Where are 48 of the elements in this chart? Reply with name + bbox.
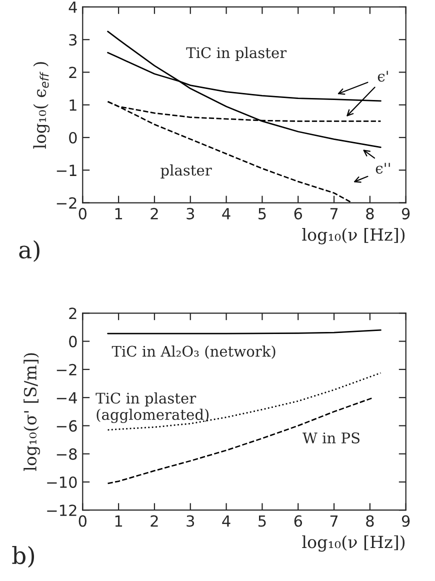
y-tick-label: −1 [56,164,76,176]
text: a) [19,240,40,262]
annotation: TiC in Al₂O₃ (network) [112,345,276,359]
x-tick-label: 2 [150,208,158,220]
x-tick-label: 8 [366,515,374,527]
annotation: TiC in plaster [186,46,287,62]
x-tick-label: 8 [366,208,374,220]
x-tick-label: 3 [186,515,194,527]
y-tick-label: −6 [56,420,77,432]
annotation: ϵ' [378,70,388,82]
y-axis-title: log₁₀( ϵ$_{eff}$ ) [33,62,50,149]
y-axis-title: log₁₀(σ' [S/m]) [24,353,40,471]
x-tick-label: 4 [222,515,230,527]
y-tick-label: 1 [70,100,76,111]
annotation: W in PS [302,432,360,444]
x-tick-label: 3 [186,208,194,220]
y-tick-label: 4 [68,2,77,13]
x-tick-label: 0 [78,208,86,220]
x-tick-label: 7 [330,515,338,527]
y-tick-label: −4 [56,392,77,404]
x-tick-label: 9 [402,208,410,220]
annotation: plaster [160,164,212,178]
x-tick-label: 5 [258,208,266,220]
x-axis-title: log₁₀(ν [Hz]) [302,228,405,244]
y-tick-label: −12 [47,504,76,516]
x-tick-label: 9 [402,515,410,527]
x-tick-label: 6 [294,208,302,220]
y-tick-label: −2 [56,364,76,376]
x-tick-label: 1 [115,515,122,527]
y-tick-label: −10 [47,476,77,488]
x-tick-label: 0 [78,515,86,527]
y-tick-label: 2 [69,66,76,78]
y-tick-label: 3 [69,34,77,46]
x-axis-title: log₁₀(ν [Hz]) [302,535,405,552]
y-tick-label: −8 [56,448,77,460]
y-tick-label: 2 [69,308,76,319]
annotation: TiC in plaster (agglomerated) [96,392,209,424]
x-tick-label: 7 [330,208,338,220]
y-tick-label: 0 [69,132,77,144]
x-tick-label: 6 [294,515,302,527]
y-tick-label: −2 [56,197,76,209]
x-tick-label: 2 [150,515,158,527]
x-tick-label: 5 [258,515,266,527]
annotation: ϵ'' [376,162,390,174]
text: b) [12,546,34,568]
x-tick-label: 4 [222,208,230,220]
y-tick-label: 0 [69,336,77,348]
x-tick-label: 1 [115,208,122,220]
